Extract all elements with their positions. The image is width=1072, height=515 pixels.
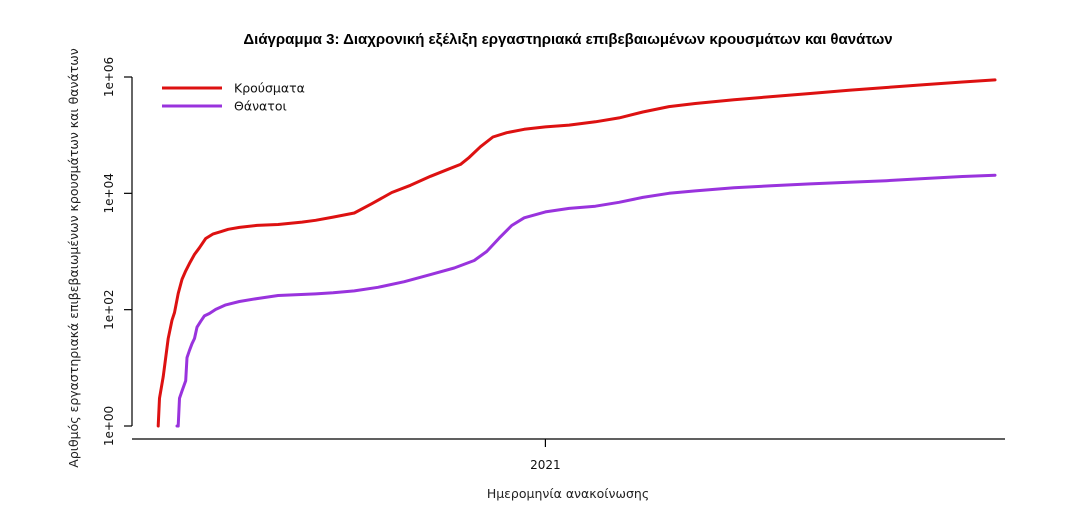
y-tick-label: 1e+00 (102, 406, 116, 446)
y-axis: 1e+00 1e+02 1e+04 1e+06 (102, 57, 133, 446)
y-tick-label: 1e+02 (102, 289, 116, 329)
y-tick-label: 1e+04 (102, 173, 116, 213)
legend-label: Θάνατοι (234, 99, 287, 114)
x-tick-label: 2021 (530, 458, 561, 472)
chart-title: Διάγραμμα 3: Διαχρονική εξέλιξη εργαστηρ… (243, 31, 892, 48)
legend-label: Κρούσματα (234, 81, 305, 96)
series-layer (156, 78, 997, 428)
x-ticks: 2021 (530, 439, 561, 472)
series-line-2 (175, 173, 997, 428)
x-axis-title: Ημερομηνία ανακοίνωσης (487, 486, 649, 501)
y-ticks: 1e+00 1e+02 1e+04 1e+06 (102, 57, 132, 446)
y-axis-title: Αριθμός εργαστηριακά επιβεβαιωμένων κρου… (66, 48, 81, 467)
series-line-1 (156, 78, 997, 428)
y-tick-label: 1e+06 (102, 57, 116, 97)
x-axis: 2021 (132, 438, 1005, 472)
legend: Κρούσματα Θάνατοι (162, 81, 305, 114)
